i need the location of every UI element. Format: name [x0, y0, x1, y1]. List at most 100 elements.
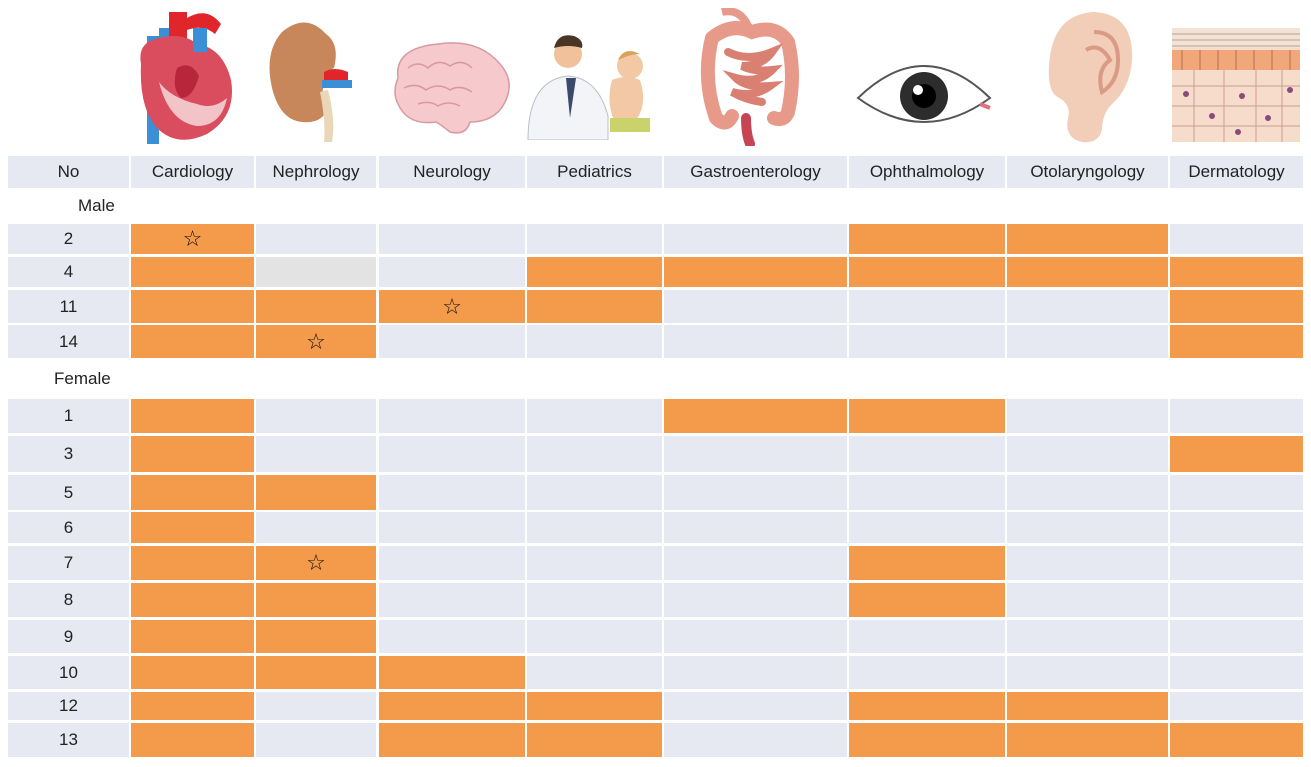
empty-cell: [1170, 583, 1303, 617]
involved-cell: [131, 257, 254, 287]
ear-illustration: [1048, 12, 1133, 143]
empty-cell: [1007, 620, 1168, 653]
empty-cell: [256, 436, 376, 472]
empty-cell: [664, 475, 847, 510]
eye-illustration: [856, 65, 992, 123]
empty-cell: [379, 325, 525, 358]
empty-cell: [1170, 692, 1303, 720]
group-label-female: Female: [54, 369, 111, 388]
empty-cell: [256, 224, 376, 254]
empty-cell: [256, 723, 376, 757]
involved-cell: [1170, 325, 1303, 358]
involved-cell: [256, 656, 376, 689]
empty-cell: [664, 224, 847, 254]
involved-cell: [527, 692, 662, 720]
kidney-illustration: [269, 22, 352, 142]
empty-cell: [664, 692, 847, 720]
empty-cell: [664, 583, 847, 617]
column-header-ophthalmology: Ophthalmology: [849, 156, 1005, 188]
empty-cell: [1007, 290, 1168, 323]
involved-cell: [664, 399, 847, 433]
empty-cell: [1007, 475, 1168, 510]
star-icon: ☆: [442, 293, 462, 319]
row-number: 1: [8, 399, 129, 433]
empty-cell: [1007, 325, 1168, 358]
involved-cell: [256, 620, 376, 653]
corner-header-no: No: [8, 156, 129, 188]
heart-illustration: [140, 12, 232, 144]
empty-cell: [379, 399, 525, 433]
skin-layers-illustration: [1172, 28, 1300, 142]
involved-cell: [131, 546, 254, 580]
row-number: 3: [8, 436, 129, 472]
row-number: 13: [8, 723, 129, 757]
column-header-neurology: Neurology: [379, 156, 525, 188]
intestine-illustration: [700, 8, 799, 146]
empty-cell: [527, 224, 662, 254]
empty-cell: [1007, 546, 1168, 580]
row-number: 5: [8, 475, 129, 510]
involved-cell: [379, 656, 525, 689]
empty-cell: [1170, 546, 1303, 580]
empty-cell: [849, 656, 1005, 689]
involved-cell: [1007, 224, 1168, 254]
involved-cell: [849, 723, 1005, 757]
involved-cell: [1007, 257, 1168, 287]
involved-cell: [131, 512, 254, 543]
empty-cell: [664, 546, 847, 580]
involved-cell: [527, 723, 662, 757]
column-header-cardiology: Cardiology: [131, 156, 254, 188]
row-number: 4: [8, 257, 129, 287]
empty-cell: [1170, 512, 1303, 543]
row-number: 2: [8, 224, 129, 254]
empty-cell: [1170, 475, 1303, 510]
empty-cell: [379, 224, 525, 254]
involved-cell: [131, 723, 254, 757]
involved-cell: [131, 656, 254, 689]
empty-cell: [527, 325, 662, 358]
involved-cell: [379, 723, 525, 757]
empty-cell: [527, 546, 662, 580]
empty-cell: [527, 656, 662, 689]
empty-cell: [379, 546, 525, 580]
empty-cell: [379, 512, 525, 543]
involved-cell: [1007, 723, 1168, 757]
involved-cell: [527, 290, 662, 323]
empty-cell: [379, 475, 525, 510]
empty-cell: [849, 290, 1005, 323]
empty-cell: [664, 436, 847, 472]
involved-cell: [1007, 692, 1168, 720]
involved-cell: [256, 583, 376, 617]
empty-cell: [664, 620, 847, 653]
star-icon: ☆: [306, 550, 326, 575]
involved-cell: [379, 692, 525, 720]
involved-cell: [131, 620, 254, 653]
involved-cell: [131, 290, 254, 323]
doctor-with-child-illustration: [527, 35, 650, 140]
empty-cell: [527, 475, 662, 510]
empty-cell: [664, 656, 847, 689]
involved-cell: [849, 692, 1005, 720]
involved-cell: [527, 257, 662, 287]
involved-cell: [849, 583, 1005, 617]
involved-cell: [1170, 723, 1303, 757]
involved-cell: ☆: [256, 546, 376, 580]
not-available-cell: [256, 257, 376, 287]
empty-cell: [849, 512, 1005, 543]
empty-cell: [849, 475, 1005, 510]
empty-cell: [1007, 436, 1168, 472]
empty-cell: [1170, 399, 1303, 433]
empty-cell: [527, 399, 662, 433]
involved-cell: [256, 475, 376, 510]
empty-cell: [849, 620, 1005, 653]
row-number: 6: [8, 512, 129, 543]
involved-cell: ☆: [379, 290, 525, 323]
brain-illustration: [394, 42, 510, 134]
involved-cell: [849, 546, 1005, 580]
star-icon: ☆: [182, 226, 203, 251]
involved-cell: ☆: [256, 325, 376, 358]
empty-cell: [1007, 512, 1168, 543]
empty-cell: [527, 436, 662, 472]
involved-cell: [849, 257, 1005, 287]
